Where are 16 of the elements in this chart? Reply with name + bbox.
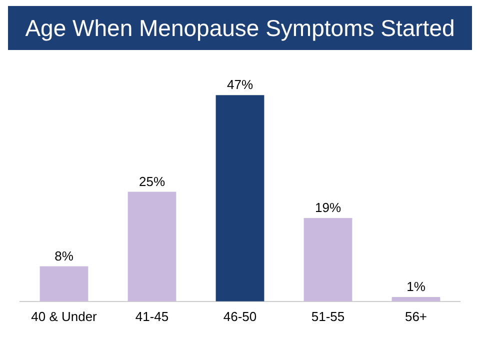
data-label: 47% — [226, 77, 254, 92]
data-label: 1% — [406, 279, 426, 294]
x-tick-label: 46-50 — [223, 308, 257, 324]
x-tick-label: 51-55 — [311, 308, 345, 324]
data-label: 8% — [54, 248, 74, 264]
x-tick-label: 41-45 — [135, 308, 169, 324]
data-label: 25% — [138, 174, 166, 189]
chart-title: Age When Menopause Symptoms Started — [8, 6, 472, 50]
data-label: 19% — [314, 200, 342, 216]
bar — [128, 192, 176, 302]
bar — [392, 297, 440, 302]
bar — [304, 218, 352, 302]
bar — [40, 266, 88, 302]
bar — [216, 95, 264, 302]
x-tick-label: 40 & Under — [31, 308, 98, 324]
x-tick-label: 56+ — [404, 308, 428, 324]
